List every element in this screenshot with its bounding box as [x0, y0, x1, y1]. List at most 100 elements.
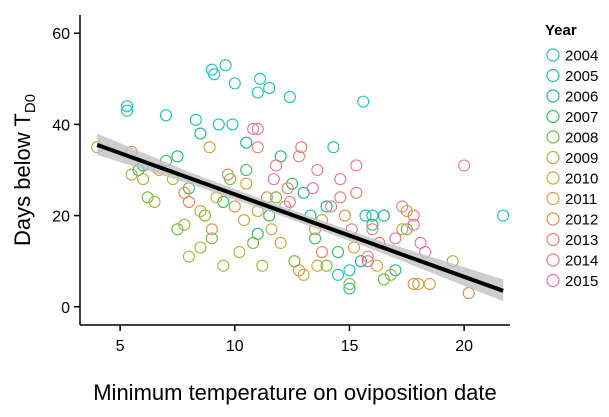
point: [377, 273, 390, 286]
point: [148, 195, 161, 208]
point: [423, 277, 436, 291]
point: [361, 255, 374, 268]
point: [270, 191, 283, 204]
point: [120, 100, 134, 113]
point: [396, 223, 409, 236]
point: [256, 259, 269, 272]
point: [359, 209, 372, 222]
point: [331, 268, 345, 281]
point: [334, 173, 347, 186]
point: [377, 209, 390, 222]
point: [384, 268, 397, 281]
point: [315, 246, 328, 259]
point: [120, 104, 134, 117]
point: [407, 277, 420, 291]
point: [297, 268, 310, 281]
point: [338, 209, 351, 222]
point: [189, 113, 202, 126]
point: [217, 195, 230, 208]
point: [212, 118, 225, 131]
point: [141, 191, 154, 204]
point: [309, 232, 322, 245]
legend-label: 2014: [565, 253, 598, 270]
y-axis-label-main: Days below T: [10, 113, 35, 246]
point: [228, 200, 241, 213]
x-tick-label: 15: [341, 338, 359, 355]
point: [270, 159, 283, 172]
point: [400, 204, 413, 218]
y-tick-label: 20: [52, 209, 70, 226]
point: [205, 223, 218, 236]
x-tick-label: 10: [226, 338, 244, 355]
point: [458, 159, 471, 172]
point: [343, 264, 356, 277]
legend-marker: [546, 109, 560, 124]
x-tick-label: 20: [455, 338, 473, 355]
point: [125, 168, 138, 181]
point: [366, 218, 379, 231]
point: [281, 182, 294, 195]
x-tick-label: 5: [116, 338, 125, 355]
point: [228, 77, 241, 90]
legend-marker: [546, 273, 560, 288]
legend-marker: [546, 171, 560, 185]
point: [343, 277, 356, 291]
point: [320, 200, 333, 213]
y-tick-label: 40: [52, 117, 70, 134]
fit-line: [96, 143, 504, 293]
point: [334, 191, 347, 204]
legend-label: 2012: [565, 212, 598, 229]
point: [286, 177, 299, 190]
point: [171, 150, 184, 163]
point: [283, 195, 296, 208]
point: [221, 168, 234, 181]
point: [274, 236, 287, 249]
legend-marker: [546, 232, 560, 247]
legend-marker: [546, 89, 560, 103]
point: [182, 250, 195, 263]
legend-label: 2006: [565, 89, 598, 106]
point: [311, 163, 324, 177]
point: [171, 223, 184, 236]
point: [267, 173, 280, 186]
point: [247, 122, 260, 136]
point: [194, 127, 207, 140]
point: [237, 214, 251, 227]
point: [263, 81, 276, 94]
y-axis-label: Days below TD0: [10, 94, 39, 246]
legend-label: 2009: [565, 150, 598, 167]
legend-marker: [546, 48, 560, 62]
point: [182, 195, 195, 208]
legend-marker: [546, 150, 560, 165]
point: [208, 68, 221, 81]
point: [389, 232, 402, 245]
point: [311, 259, 324, 272]
point: [350, 159, 363, 172]
point: [331, 246, 345, 259]
point: [203, 141, 216, 154]
legend-label: 2015: [565, 273, 598, 290]
point: [251, 86, 264, 99]
point: [327, 141, 340, 154]
point: [247, 236, 260, 249]
point: [194, 204, 207, 218]
point: [240, 136, 253, 149]
point: [407, 218, 420, 231]
legend-title: Year: [545, 22, 577, 39]
point: [137, 173, 150, 186]
point: [219, 59, 232, 72]
point: [226, 118, 239, 131]
legend-label: 2011: [565, 191, 597, 208]
y-axis-label-subscript: D0: [22, 94, 39, 113]
legend-label: 2010: [565, 171, 598, 188]
legend-marker: [546, 253, 560, 267]
point: [462, 287, 475, 300]
legend-marker: [546, 212, 560, 226]
point: [350, 186, 363, 199]
point: [194, 241, 207, 254]
point: [396, 200, 409, 213]
point: [205, 232, 218, 245]
point: [292, 150, 306, 163]
point: [240, 177, 253, 190]
